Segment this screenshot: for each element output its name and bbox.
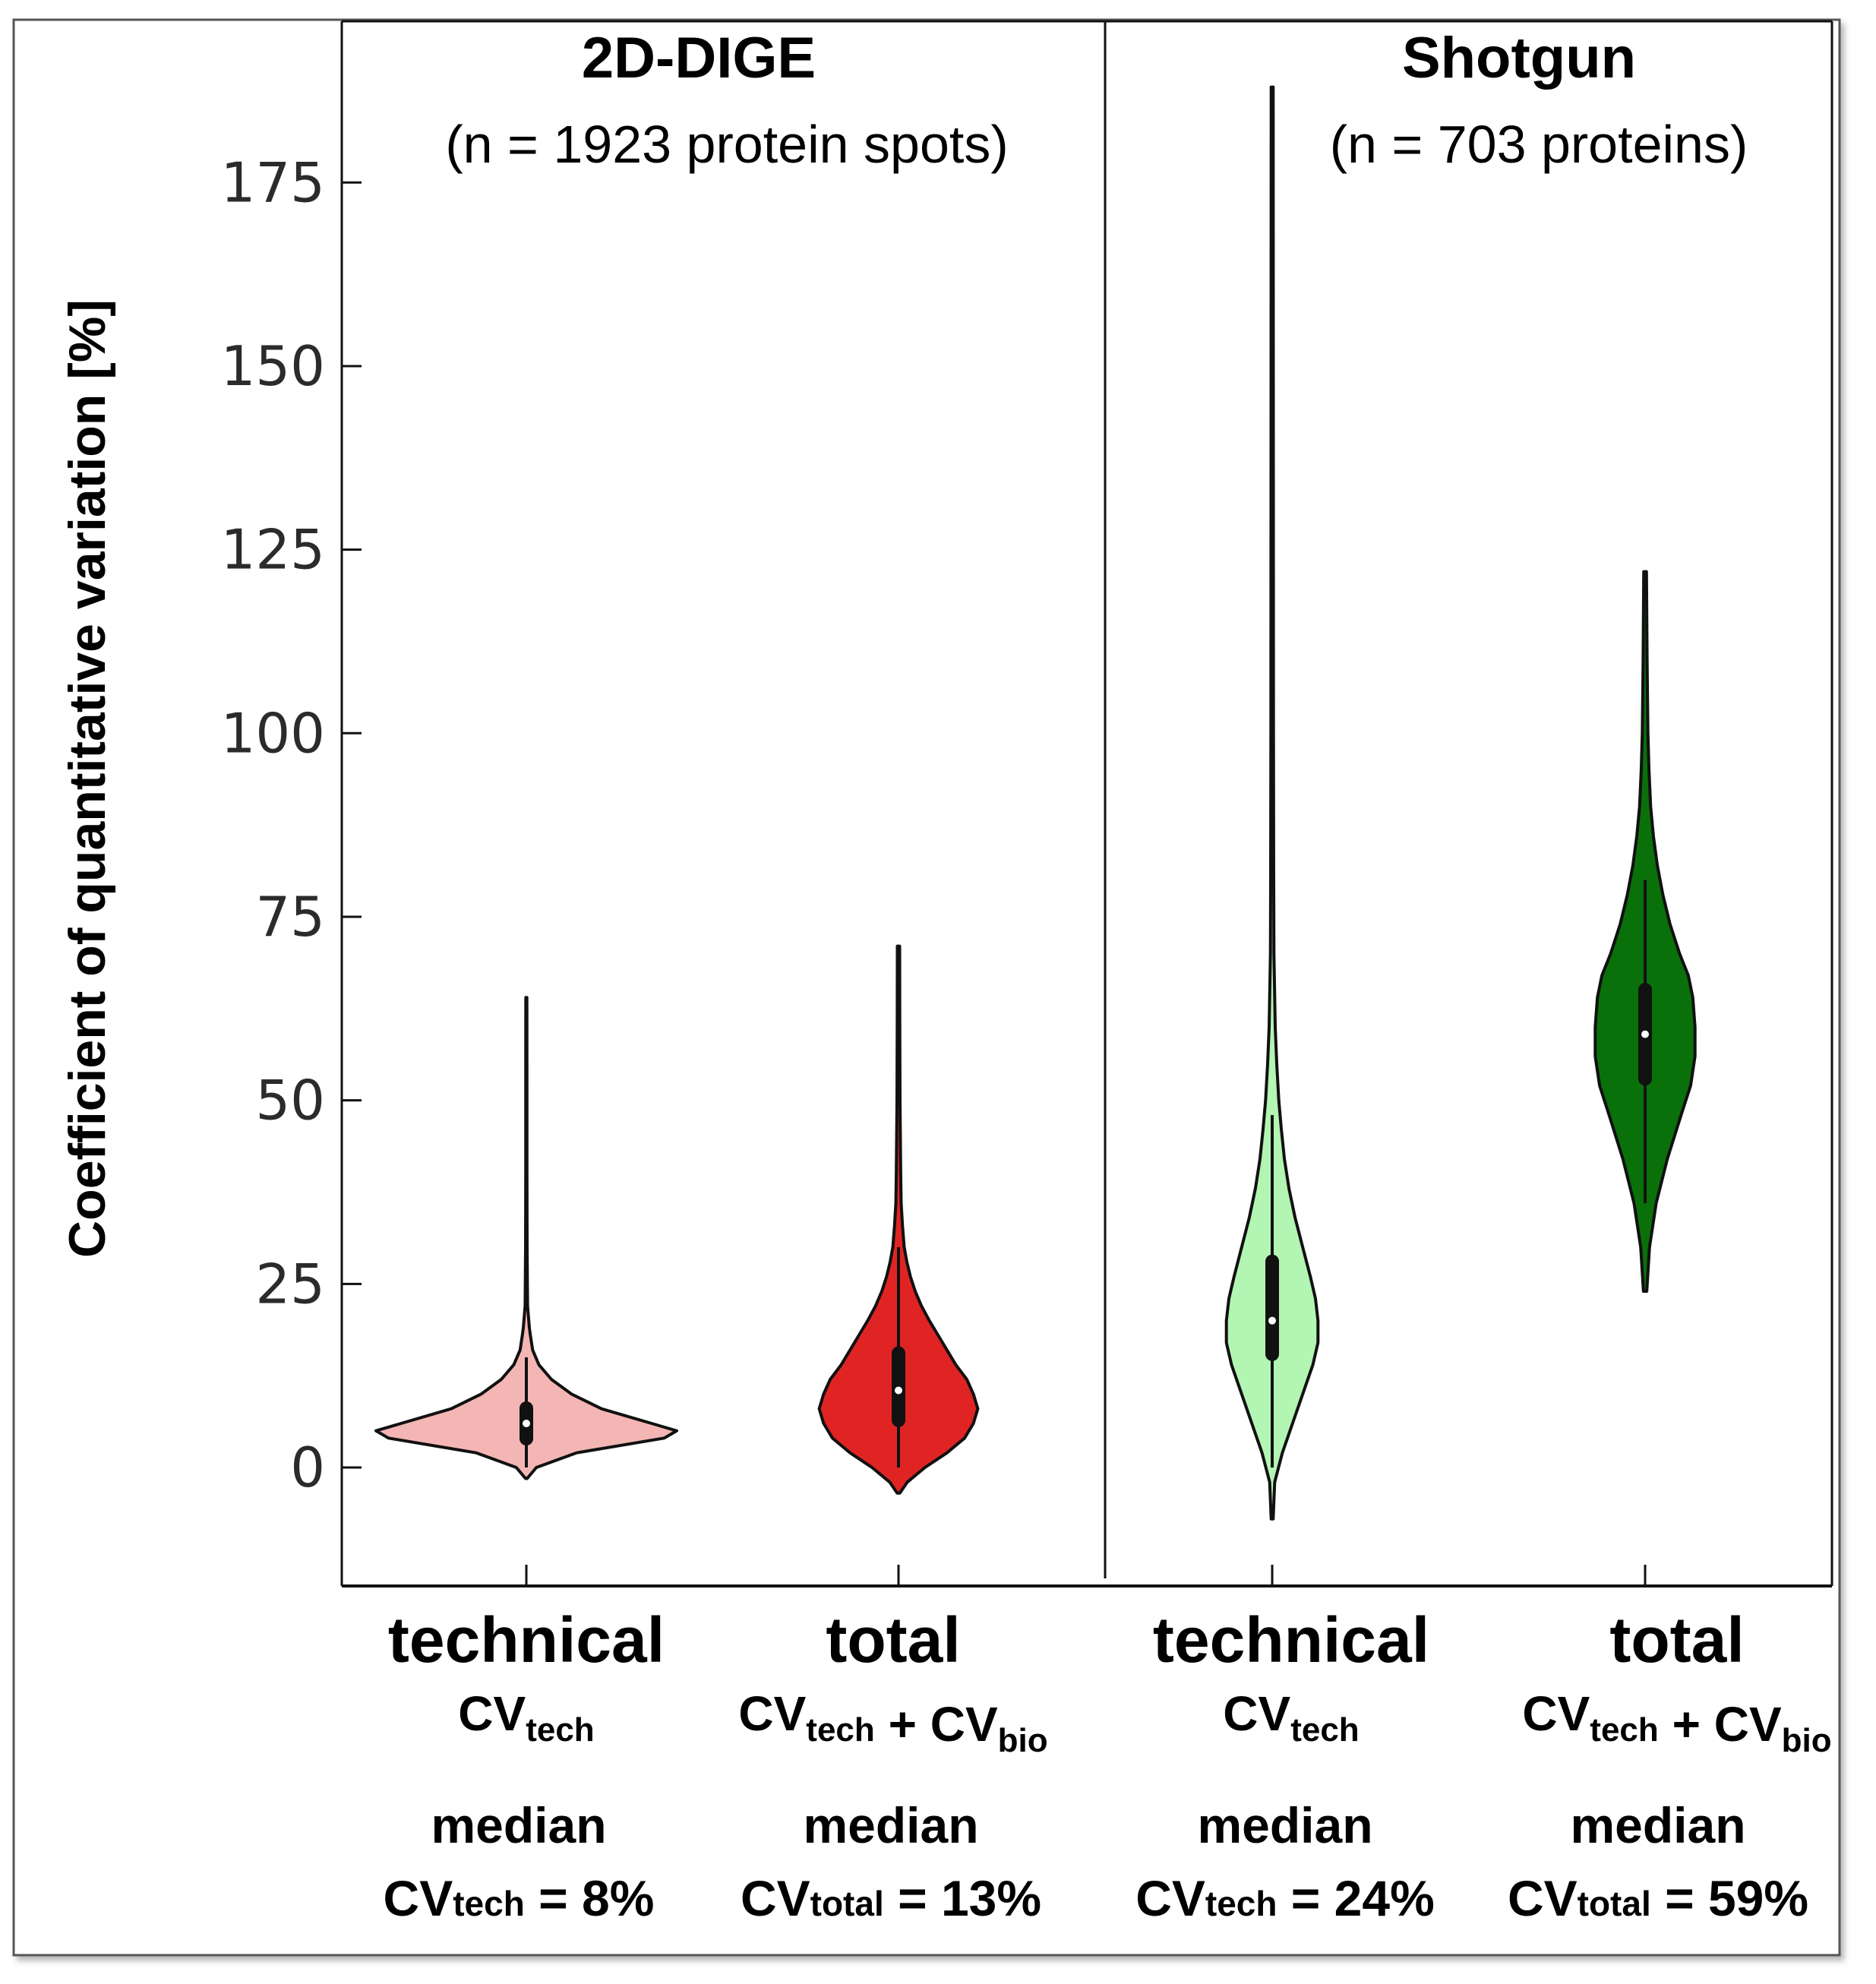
- y-tick-label: 75: [255, 885, 325, 949]
- formula-subscript: tech: [1290, 1711, 1359, 1749]
- median-dot: [895, 1386, 902, 1395]
- median-value: CVtech = 24%: [1135, 1870, 1435, 1926]
- formula-main: CV: [458, 1686, 526, 1741]
- formula-label: CVtech + CVbio: [1522, 1686, 1831, 1759]
- violin-body: [1224, 85, 1320, 1521]
- formula-subscript: tech: [1590, 1711, 1658, 1749]
- median-cv: CV: [1135, 1870, 1205, 1926]
- median-label: median: [1570, 1797, 1745, 1853]
- median-value: CVtotal = 59%: [1508, 1870, 1808, 1926]
- panel-title-shotgun: Shotgun: [1402, 26, 1636, 90]
- violins: [374, 85, 1697, 1586]
- median-number: = 8%: [525, 1870, 655, 1926]
- median-cv: CV: [1508, 1870, 1578, 1926]
- median-label: median: [803, 1797, 978, 1853]
- median-number: = 13%: [884, 1870, 1041, 1926]
- figure-frame: [12, 18, 1841, 1957]
- formula-main: CV: [1522, 1686, 1590, 1741]
- panel-subtitle-dige: (n = 1923 protein spots): [445, 115, 1008, 174]
- median-cv-subscript: total: [1578, 1884, 1651, 1923]
- median-cv-subscript: tech: [1205, 1884, 1278, 1923]
- formula-subscript: tech: [806, 1711, 874, 1749]
- y-tick-label: 25: [255, 1252, 325, 1316]
- violin-shotgun-technical: [1224, 85, 1320, 1586]
- category-label: technical: [388, 1604, 665, 1676]
- violin-shotgun-total: [1593, 570, 1697, 1586]
- median-dot: [1268, 1316, 1276, 1325]
- y-tick-label: 175: [221, 150, 325, 214]
- category-label: total: [1609, 1604, 1744, 1676]
- violin-body: [374, 996, 678, 1480]
- panel-shotgun: Shotgun (n = 703 proteins): [1330, 26, 1748, 174]
- violin-2d-dige-technical: [374, 996, 678, 1586]
- category-label: total: [826, 1604, 960, 1676]
- median-cv: CV: [741, 1870, 810, 1926]
- median-cv-subscript: tech: [453, 1884, 525, 1923]
- category-label: technical: [1153, 1604, 1429, 1676]
- formula-label: CVtech: [1223, 1686, 1359, 1749]
- median-label: median: [431, 1797, 606, 1853]
- formula-main: CV: [738, 1686, 806, 1741]
- y-tick-label: 0: [290, 1436, 325, 1499]
- median-label: median: [1197, 1797, 1372, 1853]
- panel-title-dige: 2D-DIGE: [582, 26, 816, 90]
- median-dot: [523, 1419, 530, 1427]
- y-ticks: 0 25 50 75 100 125 150 175: [221, 150, 362, 1499]
- median-dot: [1641, 1030, 1649, 1038]
- median-value: CVtech = 8%: [384, 1870, 655, 1926]
- y-tick-label: 125: [221, 518, 325, 582]
- formula-subscript: bio: [998, 1722, 1048, 1759]
- median-value: CVtotal = 13%: [741, 1870, 1041, 1926]
- y-tick-label: 50: [255, 1069, 325, 1133]
- panel-subtitle-shotgun: (n = 703 proteins): [1330, 115, 1748, 174]
- median-number: = 24%: [1277, 1870, 1434, 1926]
- y-axis-label: Coefficient of quantitative variation [%…: [58, 299, 116, 1258]
- violin-body: [817, 944, 980, 1495]
- violin-2d-dige-total: [817, 944, 980, 1586]
- y-tick-label: 150: [221, 334, 325, 398]
- formula-label: CVtech: [458, 1686, 594, 1749]
- formula-label: CVtech + CVbio: [738, 1686, 1047, 1759]
- formula-main: + CV: [875, 1697, 998, 1752]
- median-cv: CV: [384, 1870, 453, 1926]
- formula-main: CV: [1223, 1686, 1290, 1741]
- iqr-box: [1265, 1254, 1279, 1361]
- formula-subscript: bio: [1782, 1722, 1832, 1759]
- panel-dige: 2D-DIGE (n = 1923 protein spots): [445, 26, 1008, 174]
- y-tick-label: 100: [221, 701, 325, 765]
- formula-subscript: tech: [526, 1711, 594, 1749]
- median-number: = 59%: [1651, 1870, 1808, 1926]
- median-cv-subscript: total: [810, 1884, 884, 1923]
- formula-main: + CV: [1659, 1697, 1782, 1752]
